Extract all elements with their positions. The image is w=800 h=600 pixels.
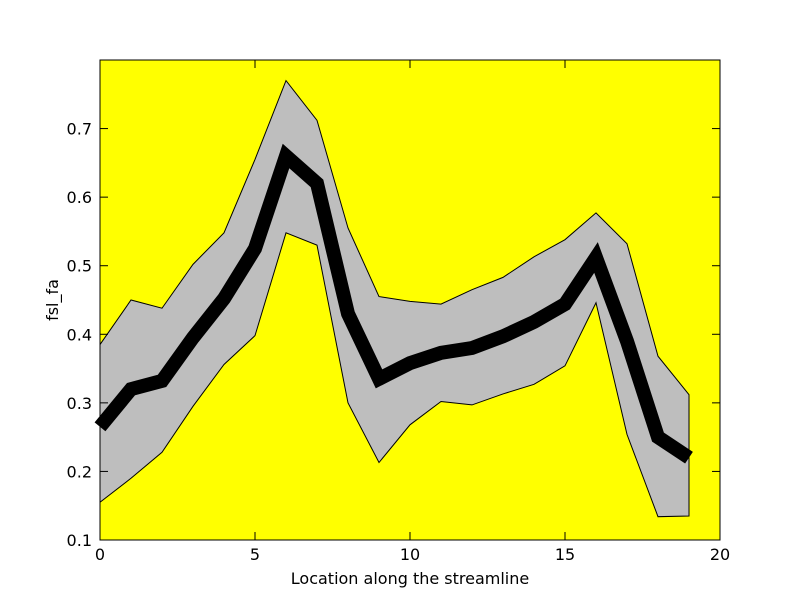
y-tick-label: 0.3 — [67, 394, 92, 413]
y-tick-label: 0.6 — [67, 188, 92, 207]
y-tick-label: 0.2 — [67, 462, 92, 481]
x-tick-label: 5 — [250, 545, 260, 564]
y-tick-label: 0.7 — [67, 120, 92, 139]
data-line-layer — [94, 143, 693, 464]
confidence-band-layer — [99, 79, 690, 518]
y-tick-label: 0.1 — [67, 531, 92, 550]
tick-layer: 0 5 10 15 20 0.1 0.2 0.3 0.4 0.5 0.6 0.7 — [67, 60, 730, 564]
x-tick-label: 0 — [95, 545, 105, 564]
x-tick-label: 10 — [400, 545, 420, 564]
series-line — [94, 143, 693, 464]
y-tick-label: 0.4 — [67, 325, 92, 344]
x-axis-title: Location along the streamline — [291, 569, 529, 588]
confidence-band — [99, 79, 690, 518]
y-axis-title: fsl_fa — [43, 279, 63, 321]
x-tick-label: 20 — [710, 545, 730, 564]
y-tick-label: 0.5 — [67, 257, 92, 276]
x-tick-label: 15 — [555, 545, 575, 564]
